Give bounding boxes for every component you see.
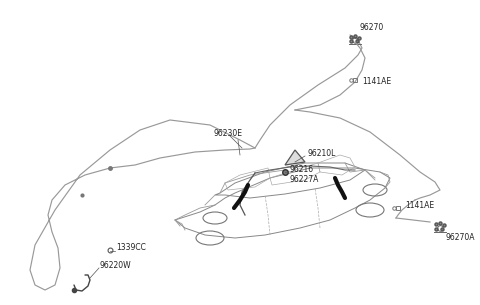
Text: 1141AE: 1141AE: [362, 77, 391, 87]
Text: 96210L: 96210L: [307, 149, 336, 159]
Text: 1141AE: 1141AE: [405, 200, 434, 210]
Text: 96216: 96216: [290, 166, 314, 174]
Text: 96227A: 96227A: [290, 175, 319, 185]
Text: 1339CC: 1339CC: [116, 243, 146, 253]
Text: 96270A: 96270A: [445, 234, 475, 242]
Polygon shape: [285, 150, 305, 165]
Text: 96270: 96270: [360, 23, 384, 33]
Text: 96220W: 96220W: [100, 260, 132, 270]
Text: 96230E: 96230E: [213, 128, 242, 138]
